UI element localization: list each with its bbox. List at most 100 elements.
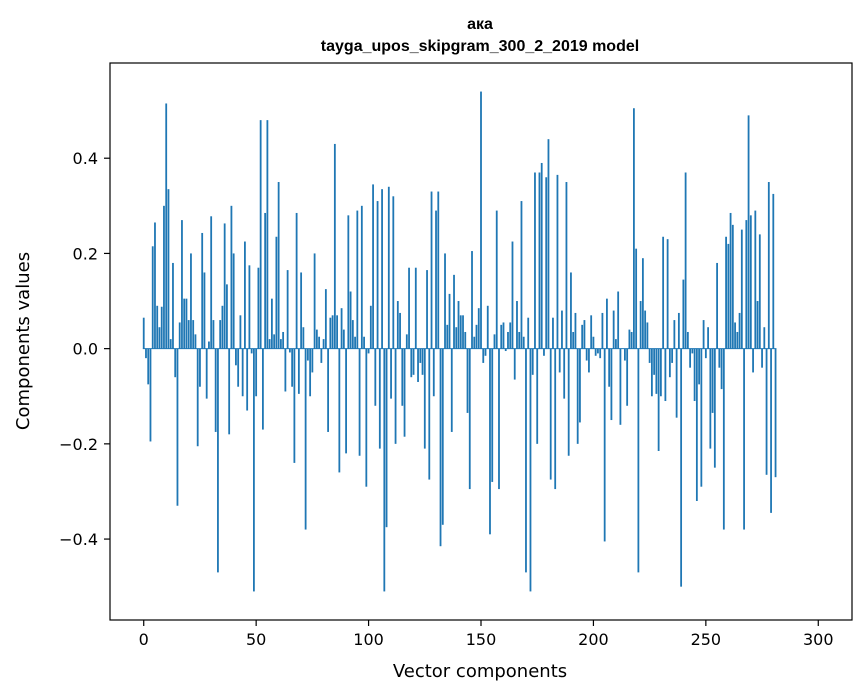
bar-210 <box>615 339 617 349</box>
bar-79 <box>320 348 323 363</box>
bar-169 <box>522 336 525 349</box>
bar-95 <box>356 210 359 349</box>
bar-11 <box>167 189 170 349</box>
bar-173 <box>531 348 534 375</box>
bar-24 <box>196 348 199 447</box>
bar-67 <box>293 348 296 463</box>
bar-19 <box>185 298 188 349</box>
bar-141 <box>459 315 462 349</box>
bar-6 <box>156 305 159 349</box>
bar-228 <box>655 348 658 394</box>
bar-97 <box>360 205 363 349</box>
bar-17 <box>181 220 183 349</box>
bar-193 <box>576 348 579 444</box>
bar-271 <box>752 348 754 373</box>
bar-91 <box>347 215 350 349</box>
bar-188 <box>565 182 568 349</box>
bar-182 <box>552 317 554 349</box>
bar-189 <box>567 348 570 456</box>
bar-220 <box>637 348 640 573</box>
bar-233 <box>666 239 669 349</box>
bar-15 <box>176 348 179 506</box>
bar-199 <box>590 315 593 349</box>
bar-109 <box>387 186 390 349</box>
bar-142 <box>462 315 464 349</box>
bar-166 <box>516 301 518 349</box>
bar-112 <box>394 348 397 444</box>
bar-198 <box>588 348 590 373</box>
bar-56 <box>268 339 271 349</box>
bar-280 <box>772 193 775 349</box>
bar-100 <box>367 348 370 354</box>
bar-137 <box>450 348 453 432</box>
bar-185 <box>558 348 561 373</box>
bar-36 <box>223 223 226 349</box>
bar-2 <box>147 348 150 385</box>
bar-3 <box>149 348 152 442</box>
bar-202 <box>597 348 599 354</box>
bar-161 <box>504 348 507 352</box>
bar-247 <box>698 348 700 385</box>
bar-70 <box>300 272 303 349</box>
bar-138 <box>453 274 455 349</box>
bar-132 <box>439 348 442 547</box>
bar-35 <box>221 305 224 349</box>
bar-257 <box>720 348 723 390</box>
bar-206 <box>606 298 608 349</box>
bar-10 <box>165 103 168 349</box>
bar-20 <box>187 320 190 349</box>
bar-5 <box>154 222 156 349</box>
bar-66 <box>291 348 294 387</box>
bar-270 <box>749 215 752 349</box>
bar-75 <box>311 348 314 373</box>
bar-180 <box>547 139 550 349</box>
bar-115 <box>401 348 404 406</box>
bar-1 <box>145 348 147 359</box>
bar-253 <box>711 348 714 413</box>
y-tick-label: −0.4 <box>59 530 98 549</box>
bar-122 <box>417 348 419 382</box>
bar-65 <box>288 348 291 353</box>
x-tick-label: 100 <box>353 630 384 649</box>
bar-98 <box>363 336 365 349</box>
bar-205 <box>603 348 606 542</box>
bar-216 <box>628 329 631 349</box>
bar-76 <box>313 253 316 349</box>
bar-29 <box>208 341 210 349</box>
bar-190 <box>570 272 572 349</box>
y-tick-label: 0.0 <box>73 340 98 359</box>
bar-94 <box>354 336 356 349</box>
bar-250 <box>704 348 707 359</box>
bar-238 <box>677 312 680 349</box>
bar-241 <box>684 172 687 349</box>
bar-255 <box>716 262 718 349</box>
bar-47 <box>248 265 251 349</box>
bar-149 <box>477 308 480 349</box>
bar-51 <box>257 267 260 349</box>
bar-129 <box>432 348 435 397</box>
bar-102 <box>372 184 374 349</box>
bar-277 <box>765 348 768 475</box>
bar-249 <box>702 320 705 349</box>
bar-43 <box>239 315 242 349</box>
bar-31 <box>212 320 215 349</box>
bar-117 <box>405 334 408 349</box>
x-axis-label: Vector components <box>393 661 567 682</box>
bar-73 <box>306 348 309 361</box>
bar-84 <box>331 315 334 349</box>
bar-16 <box>178 322 181 349</box>
bar-224 <box>646 322 649 349</box>
bar-140 <box>457 301 460 349</box>
bar-254 <box>713 348 716 468</box>
bar-130 <box>435 210 437 349</box>
bar-248 <box>700 348 703 487</box>
bar-23 <box>194 334 197 349</box>
bar-128 <box>430 191 433 349</box>
bar-60 <box>277 182 280 349</box>
bar-28 <box>205 348 208 399</box>
bar-116 <box>403 348 406 437</box>
bar-106 <box>381 189 383 349</box>
bar-212 <box>619 348 622 425</box>
bar-184 <box>556 174 559 349</box>
